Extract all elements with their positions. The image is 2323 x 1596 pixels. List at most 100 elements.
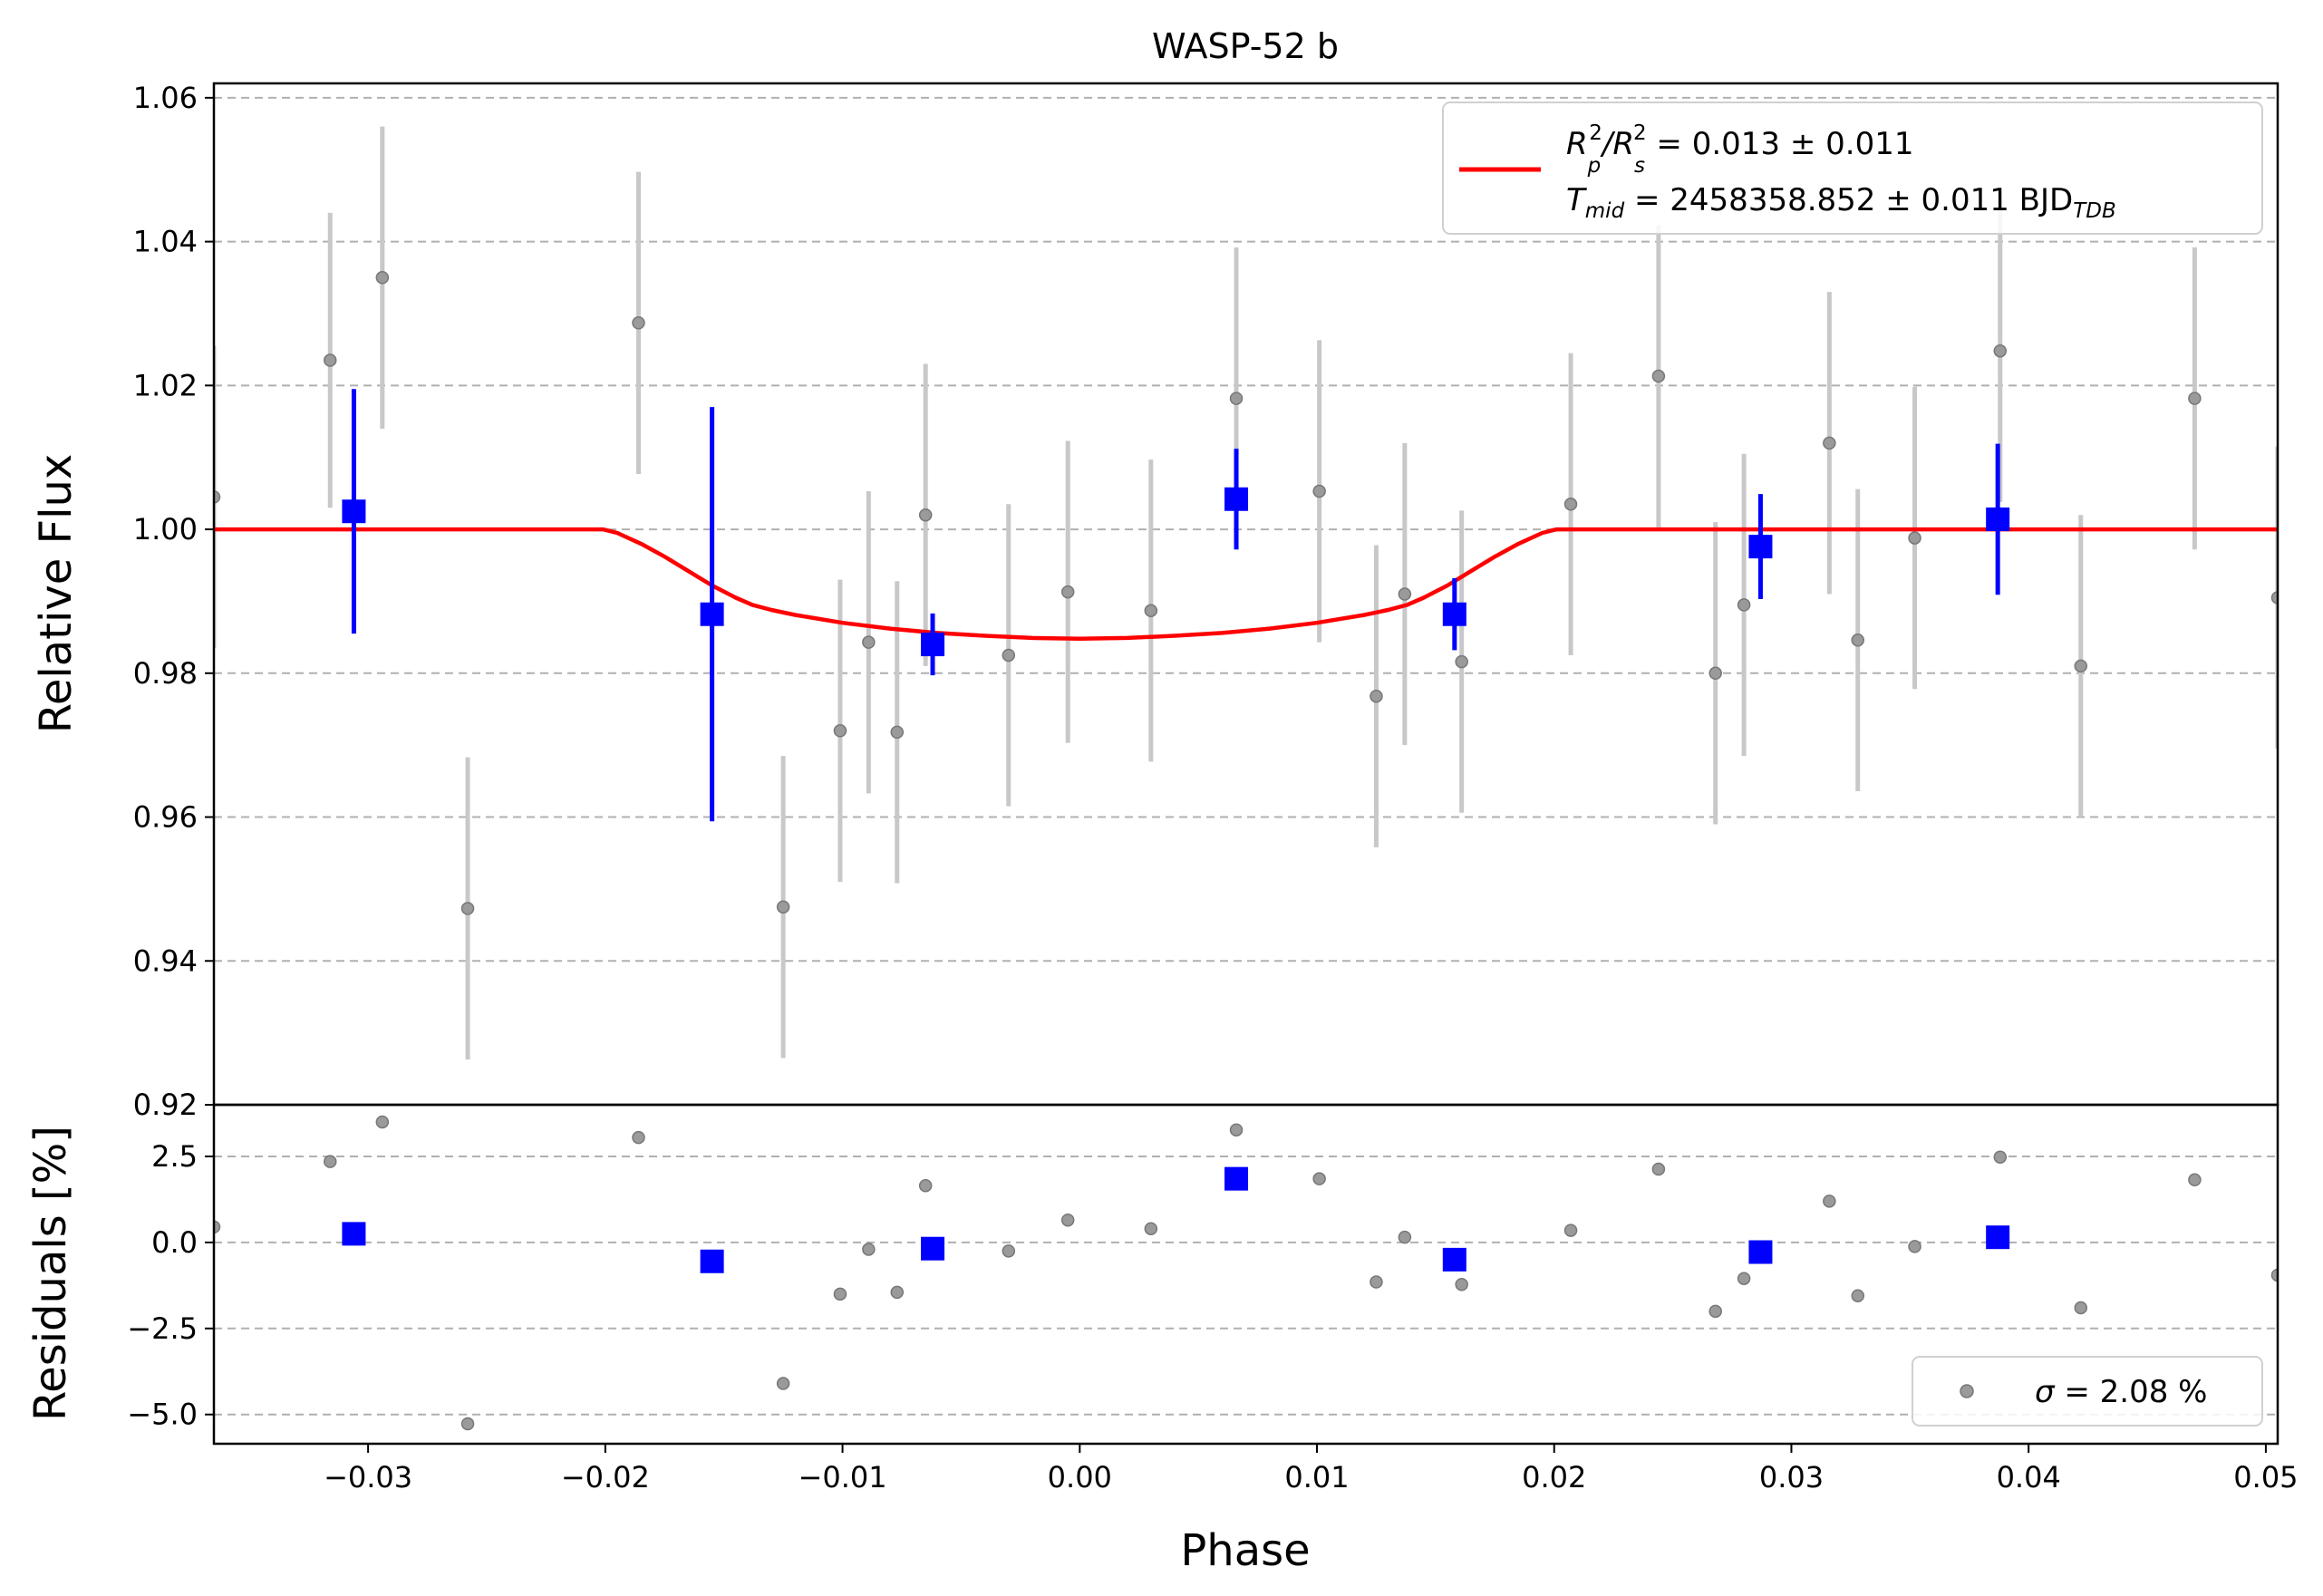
raw-flux-point <box>632 316 645 330</box>
raw-flux-point <box>1823 436 1836 450</box>
flux-y-axis-label: Relative Flux <box>31 454 82 734</box>
raw-residual-point <box>1851 1289 1864 1302</box>
binned-flux-point <box>1748 535 1773 559</box>
phase-x-tick-label: 0.01 <box>1284 1460 1349 1494</box>
residuals-panel: 2.5 0.0 −2.5 −5.0 Residuals [%] σ = 2.08 % <box>25 1103 2279 1446</box>
binned-residual-point <box>1748 1240 1773 1264</box>
raw-flux-point <box>890 725 905 740</box>
phase-x-tick-label: 0.05 <box>2233 1460 2298 1494</box>
raw-flux-point <box>1312 484 1326 498</box>
residuals-y-tick-label: −2.5 <box>127 1311 198 1346</box>
raw-flux-point <box>214 490 221 504</box>
raw-flux-point <box>1370 689 1383 703</box>
raw-flux-point <box>1737 598 1751 612</box>
phase-x-axis-label: Phase <box>1180 1525 1310 1576</box>
raw-residual-point <box>1060 1213 1075 1227</box>
flux-y-ticks: 0.92 0.94 0.96 0.98 1.00 1.02 1.04 1.06 <box>133 81 214 1122</box>
raw-flux-point <box>1455 654 1468 669</box>
raw-residual-point <box>1908 1240 1921 1253</box>
binned-flux-point <box>1224 487 1249 511</box>
binned-residual-point <box>1224 1166 1249 1191</box>
flux-panel: 0.92 0.94 0.96 0.98 1.00 1.02 1.04 1.06 Relativ… <box>31 81 2279 1122</box>
raw-residual-point <box>1708 1304 1722 1319</box>
raw-flux-point <box>1002 648 1016 663</box>
raw-residual-point <box>890 1285 905 1300</box>
raw-flux-point <box>1398 587 1412 601</box>
binned-flux-point <box>700 602 724 626</box>
raw-flux-point <box>862 635 876 649</box>
flux-legend-box <box>1442 102 2263 235</box>
raw-residual-point <box>460 1417 475 1431</box>
raw-residual-point <box>1370 1275 1383 1289</box>
legend-mid-transit-text: Tmid = 2458358.852 ± 0.011 BJDTDB <box>1566 182 2116 223</box>
raw-residual-point <box>1823 1195 1836 1208</box>
binned-residual-points <box>342 1166 2010 1273</box>
binned-residual-point <box>921 1236 945 1261</box>
legend-radius-ratio-text: Rp2/Rs2 = 0.013 ± 0.011 <box>1566 121 1913 178</box>
raw-flux-point <box>1229 392 1244 405</box>
raw-residual-point <box>2270 1268 2278 1282</box>
residuals-panel-frame <box>212 1103 2279 1446</box>
phase-x-ticks: −0.03 −0.02 −0.01 0.00 0.01 0.02 0.03 0.04 0.05 <box>324 1444 2299 1494</box>
raw-flux-point <box>2270 591 2278 605</box>
residuals-legend-box <box>1912 1356 2263 1427</box>
residuals-y-tick-label: 0.0 <box>151 1225 198 1260</box>
binned-flux-point <box>1986 507 2010 531</box>
flux-y-tick-label: 1.04 <box>133 225 198 259</box>
flux-y-tick-label: 0.96 <box>133 800 198 835</box>
binned-residual-point <box>700 1249 724 1273</box>
raw-flux-point <box>2188 392 2202 405</box>
raw-residual-point <box>632 1130 645 1145</box>
binned-residual-point <box>342 1222 366 1246</box>
residuals-y-tick-label: −5.0 <box>127 1398 198 1432</box>
phase-x-tick-label: −0.01 <box>799 1460 887 1494</box>
raw-flux-point <box>1563 498 1578 511</box>
raw-residual-point <box>1455 1277 1468 1291</box>
raw-residual-point <box>214 1220 221 1234</box>
binned-residual-point <box>1986 1225 2010 1250</box>
residuals-legend: σ = 2.08 % <box>1912 1356 2263 1427</box>
residuals-y-ticks: 2.5 0.0 −2.5 −5.0 <box>127 1139 214 1432</box>
binned-flux-point <box>1442 602 1466 626</box>
raw-flux-point <box>1993 343 2008 358</box>
flux-y-tick-label: 1.02 <box>133 368 198 402</box>
phase-x-tick-label: 0.04 <box>1997 1460 2061 1494</box>
raw-flux-point <box>1908 531 1921 545</box>
flux-y-tick-label: 0.94 <box>133 943 198 978</box>
flux-y-tick-label: 0.98 <box>133 656 198 691</box>
flux-panel-frame <box>212 82 2279 1107</box>
raw-residual-point <box>1229 1123 1244 1137</box>
raw-residual-point <box>776 1377 790 1390</box>
binned-flux-point <box>921 633 945 657</box>
flux-y-tick-label: 1.00 <box>133 512 198 547</box>
residuals-y-tick-label: 2.5 <box>151 1139 198 1174</box>
binned-flux-point <box>342 499 366 524</box>
raw-residual-point <box>1651 1162 1666 1176</box>
flux-legend: Rp2/Rs2 = 0.013 ± 0.011 Tmid = 2458358.8… <box>1442 102 2263 235</box>
transit-model-curve <box>214 527 2278 641</box>
raw-residual-point <box>1312 1172 1326 1185</box>
residuals-y-axis-label: Residuals [%] <box>25 1126 76 1421</box>
phase-x-tick-label: −0.03 <box>324 1460 412 1494</box>
raw-residual-point <box>2074 1301 2088 1315</box>
legend-sigma-text: σ = 2.08 % <box>2035 1374 2207 1410</box>
legend-raw-marker <box>1960 1384 1974 1398</box>
binned-flux-points <box>342 389 2010 822</box>
raw-residual-points <box>214 1115 2278 1431</box>
phase-x-tick-label: 0.02 <box>1522 1460 1586 1494</box>
phase-x-tick-label: 0.03 <box>1759 1460 1824 1494</box>
chart-title: WASP-52 b <box>1152 26 1339 66</box>
flux-y-tick-label: 1.06 <box>133 81 198 115</box>
raw-flux-point <box>1144 604 1158 618</box>
raw-flux-point <box>1851 634 1864 647</box>
phase-x-tick-label: 0.00 <box>1048 1460 1112 1494</box>
raw-residual-point <box>1737 1272 1751 1285</box>
raw-residual-point <box>862 1243 876 1256</box>
raw-residual-point <box>1144 1222 1158 1235</box>
raw-flux-point <box>1651 369 1666 383</box>
raw-residual-point <box>1563 1224 1578 1237</box>
raw-flux-point <box>2074 659 2088 673</box>
raw-residual-point <box>375 1115 390 1129</box>
raw-flux-point <box>918 508 933 522</box>
